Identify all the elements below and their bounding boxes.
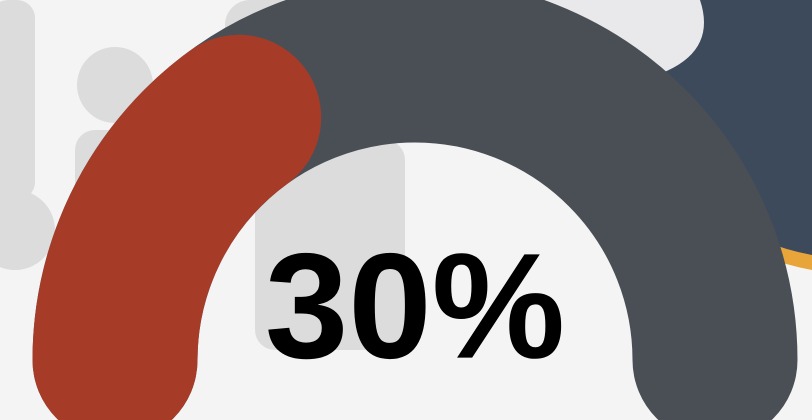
silhouette [0, 0, 35, 200]
chart: 30% [0, 0, 812, 420]
value-label: 30% [265, 222, 565, 390]
gauge-value [115, 117, 239, 360]
page: 30% (() => { const data = JSON.parse(doc… [0, 0, 812, 420]
